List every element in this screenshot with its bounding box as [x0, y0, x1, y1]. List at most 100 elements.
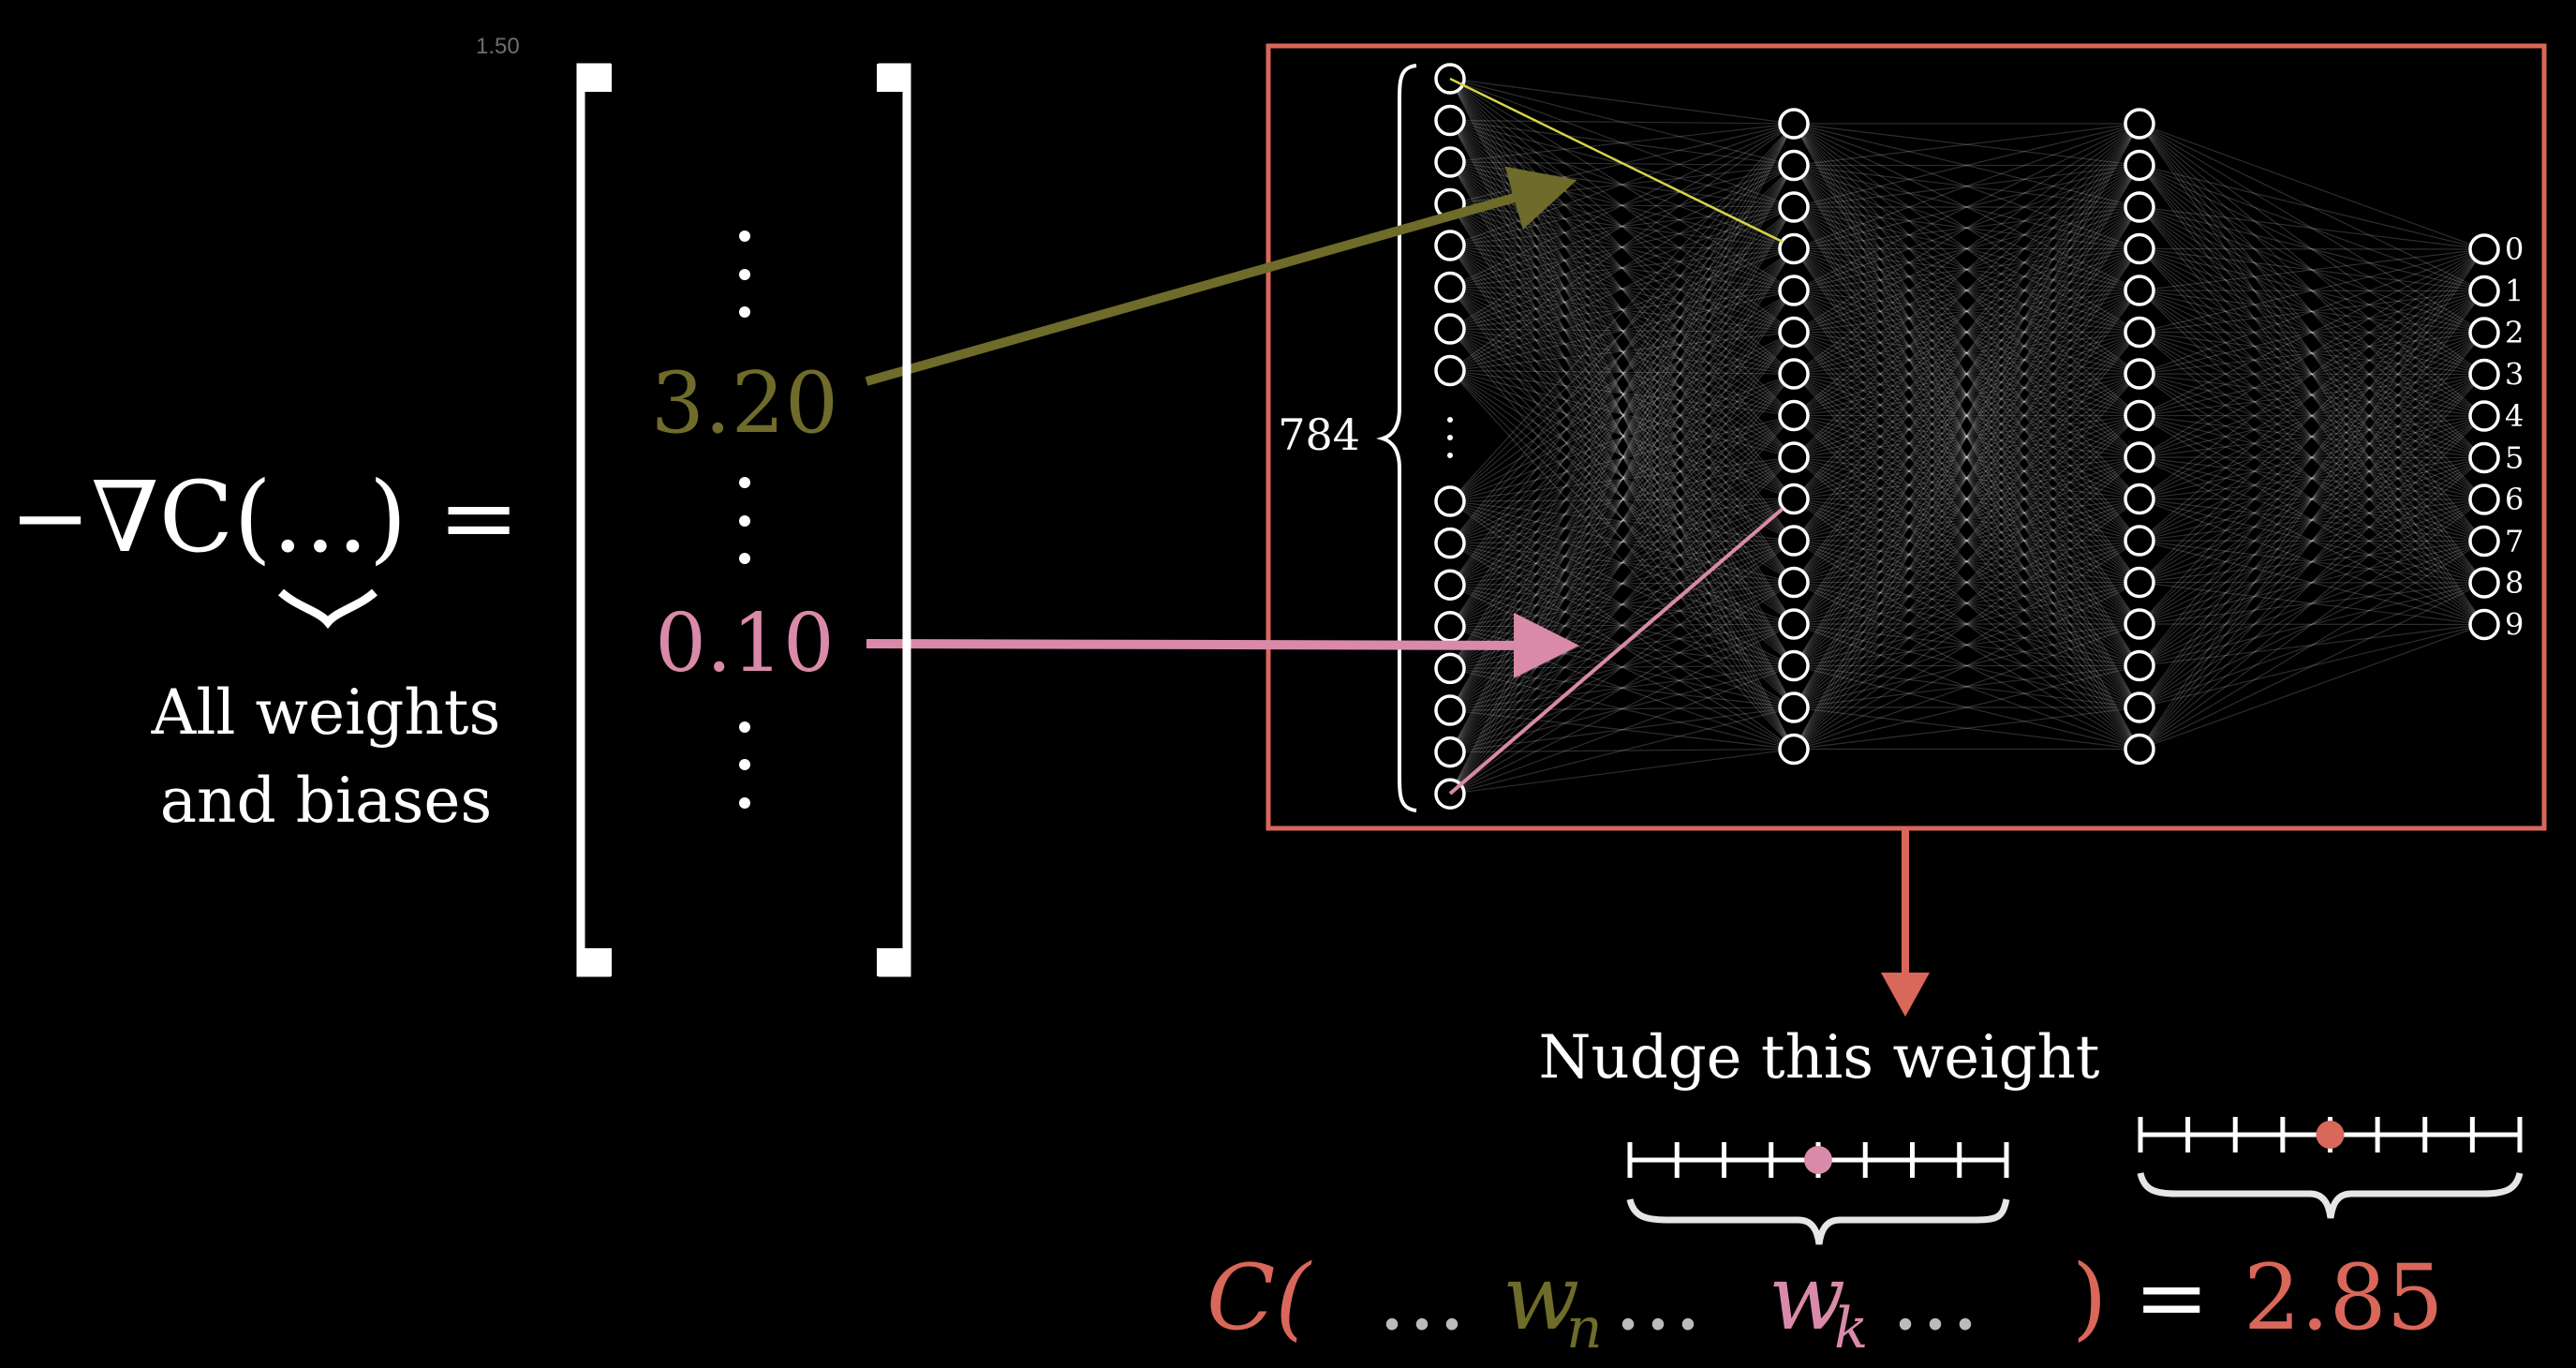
connection-line [1449, 165, 1795, 795]
connection-line [1449, 328, 1795, 625]
connection-line [1793, 248, 2140, 750]
connection-line [2139, 414, 2485, 459]
connection-line [1793, 165, 2140, 542]
connection-line [1793, 123, 2140, 334]
nudge-slider-left[interactable] [1627, 1142, 2009, 1178]
connection-line [1449, 543, 1795, 625]
connection-line [1793, 456, 2140, 625]
slider-handle[interactable] [1804, 1146, 1832, 1174]
connection-line [2139, 331, 2485, 417]
connection-line [1793, 414, 2140, 584]
connection-line [1793, 540, 2140, 751]
connection-line [2139, 498, 2485, 750]
neuron [1778, 232, 1810, 265]
connection-line [1449, 287, 1795, 666]
connection-line [1449, 664, 1795, 670]
neuron [2124, 441, 2155, 473]
connection-line [1449, 78, 1795, 583]
connection-line [1449, 247, 1795, 372]
connection-line [1793, 456, 2140, 542]
connection-line [1449, 203, 1795, 750]
connection-line [1449, 581, 1795, 669]
connection-line [2139, 540, 2485, 543]
connection-line [1793, 498, 2140, 584]
connection-line [1793, 248, 2140, 499]
connection-line [1793, 290, 2140, 417]
connection-line [1449, 206, 1795, 502]
connection-line [1449, 206, 1795, 752]
connection-line [1449, 332, 1795, 628]
connection-line [2139, 290, 2485, 500]
connection-line [1793, 456, 2140, 750]
connection-line [1793, 123, 2140, 750]
connection-line [1793, 331, 2140, 417]
cost-value: 2.85 [2243, 1245, 2444, 1350]
connection-line [2139, 374, 2485, 708]
neuron [2124, 232, 2155, 265]
connection-line [1793, 206, 2140, 458]
connection-line [1793, 331, 2140, 500]
connection-line [1793, 373, 2140, 500]
connection-line [2139, 623, 2485, 708]
connection-line [2139, 206, 2485, 500]
connection-line [1449, 623, 1795, 711]
connection-line [1449, 290, 1795, 502]
connection-line [1449, 369, 1795, 375]
connection-line [1449, 290, 1795, 669]
slider-handle[interactable] [2316, 1121, 2345, 1149]
connection-line [1793, 373, 2140, 542]
connection-line [1793, 414, 2140, 542]
connection-line [2139, 498, 2485, 626]
connection-line [1793, 164, 2140, 334]
connection-line [1449, 287, 1795, 750]
neuron [1778, 149, 1810, 182]
connection-line [1793, 373, 2140, 584]
connection-line [1449, 206, 1795, 795]
connection-line [1793, 123, 2140, 208]
connection-line [2139, 290, 2485, 417]
connection-line [1449, 165, 1795, 544]
connection-line [1449, 664, 1795, 795]
connection-line [1449, 500, 1795, 625]
connection-line [2139, 247, 2485, 459]
connection-line [2139, 415, 2485, 708]
connection-line [2139, 457, 2485, 708]
neuron [1434, 485, 1466, 517]
connection-line [1793, 248, 2140, 666]
connection-line [1793, 206, 2140, 375]
connection-line [1793, 123, 2140, 708]
connection-line [1449, 332, 1795, 795]
connection-line [1793, 206, 2140, 625]
connection-line [1793, 290, 2140, 334]
connection-line [1449, 370, 1795, 666]
connection-line [2139, 582, 2485, 708]
connection-line [1793, 414, 2140, 625]
neuron [2468, 400, 2500, 432]
connection-line [1793, 290, 2140, 500]
connection-line [2139, 540, 2485, 626]
connection-line [2139, 374, 2485, 666]
connection-line [1793, 206, 2140, 417]
connection-line [1449, 78, 1795, 375]
connection-line [1449, 584, 1795, 751]
connection-line [2139, 332, 2485, 542]
neuron [1778, 691, 1810, 723]
connection-line [1449, 500, 1795, 542]
connection-line [2139, 373, 2485, 584]
connection-line [1449, 290, 1795, 372]
connection-line [2139, 206, 2485, 542]
cost-dots-2: … [1613, 1245, 1703, 1350]
connection-line [2139, 165, 2485, 458]
connection-line [1793, 706, 2140, 751]
connection-line [2139, 123, 2485, 334]
connection-line [2139, 332, 2485, 708]
connection-line [1793, 414, 2140, 584]
connection-line [1793, 373, 2140, 458]
connection-line [1793, 373, 2140, 584]
connection-line [2139, 373, 2485, 417]
connection-line [1793, 165, 2140, 666]
neuron [1434, 611, 1466, 643]
connection-line [2139, 206, 2485, 334]
neuron [1434, 146, 1466, 178]
nudge-slider-right[interactable] [2138, 1117, 2523, 1152]
